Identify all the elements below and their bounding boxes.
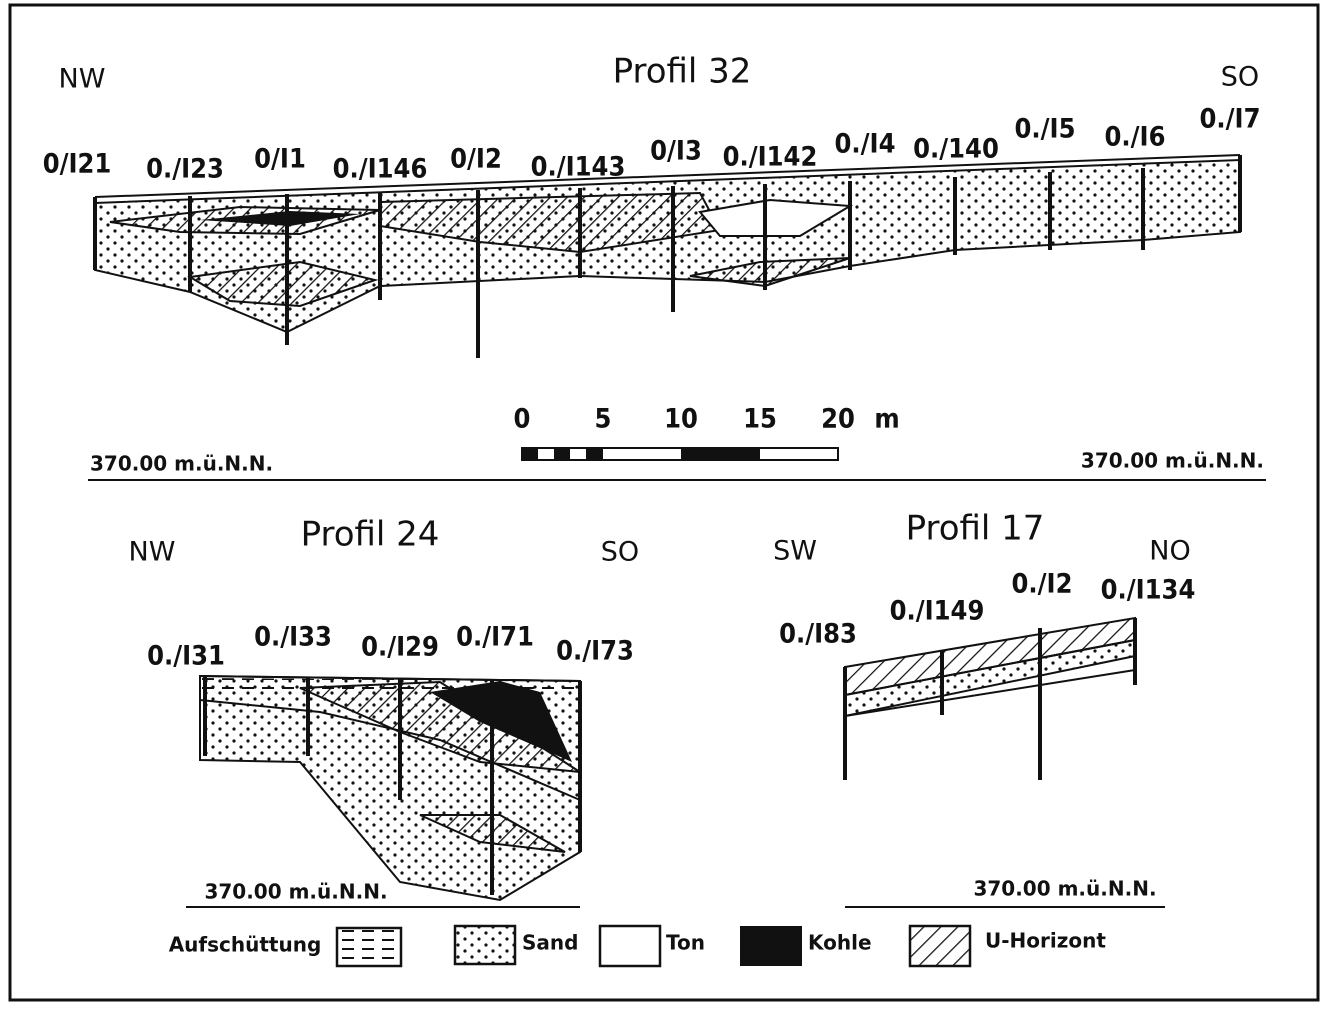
borehole-label: 0./I2 [1012,569,1073,600]
profile-title: Profil 24 [301,515,440,555]
legend: Aufschüttung Sand Ton Kohle U-Horizont [169,926,1107,966]
borehole-label: 0./I23 [146,154,224,185]
legend-label: Sand [522,931,578,955]
profile-title: Profil 17 [906,509,1045,549]
profil-24: NW Profil 24 SO 0./I31 0./I33 0./I29 0./… [129,515,640,908]
legend-swatch [740,926,802,966]
scale-label: 20 [821,404,855,435]
borehole-label: 0./I29 [361,632,439,663]
scale-segment [522,448,538,460]
borehole-label: 0./140 [913,134,999,165]
legend-swatch [600,926,660,966]
direction-label: SW [773,536,817,567]
scale-segment [586,448,603,460]
borehole-label: 0./I146 [333,154,428,185]
borehole-label: 0./I7 [1200,104,1261,135]
datum-label: 370.00 m.ü.N.N. [973,877,1156,901]
sand-layer [95,160,1240,332]
borehole-label: 0./I6 [1105,122,1166,153]
datum-label: 370.00 m.ü.N.N. [204,880,387,904]
borehole-label: 0./I31 [147,641,225,672]
scale-segment [554,448,570,460]
borehole-label: 0./I71 [456,622,534,653]
direction-label: NW [129,537,176,568]
borehole-label: 0/I1 [254,144,306,175]
borehole-label: 0./I143 [531,152,626,183]
borehole-label: 0/I2 [450,144,502,175]
legend-label: Ton [666,931,705,955]
direction-label: SO [601,537,639,568]
scale-bar: 0 5 10 15 20 m [514,404,900,461]
legend-swatch [337,928,401,966]
direction-label: SO [1221,62,1259,93]
scale-label: 5 [595,404,612,435]
borehole-label: 0./I5 [1015,114,1076,145]
borehole-label: 0./I83 [779,619,857,650]
borehole-label: 0./I149 [890,596,985,627]
direction-label: NW [59,64,106,95]
legend-label: U-Horizont [985,929,1106,953]
scale-label: 10 [664,404,698,435]
legend-swatch [910,926,970,966]
profile-title: Profil 32 [613,52,752,92]
scale-segment [681,448,760,460]
profil-32: NW Profil 32 SO 0/I21 0./I23 0/I1 0./I14… [43,52,1266,481]
legend-label: Aufschüttung [169,933,322,957]
page: NW Profil 32 SO 0/I21 0./I23 0/I1 0./I14… [0,0,1328,1011]
legend-label: Kohle [808,931,872,955]
borehole-label: 0/I3 [650,136,702,167]
datum-label: 370.00 m.ü.N.N. [1081,449,1264,473]
borehole-label: 0./I4 [835,129,896,160]
borehole-label: 0./I134 [1101,575,1196,606]
borehole-label: 0./I73 [556,636,634,667]
direction-label: NO [1149,536,1190,567]
scale-label: 0 [514,404,531,435]
borehole-label: 0./I33 [254,622,332,653]
legend-swatch [455,926,515,964]
scale-unit: m [874,404,899,435]
profil-17: SW Profil 17 NO 0./I83 0./I149 0./I2 0./… [773,509,1195,908]
borehole-label: 0./I142 [723,142,818,173]
borehole-label: 0/I21 [43,149,112,180]
scale-label: 15 [743,404,777,435]
datum-label: 370.00 m.ü.N.N. [90,452,273,476]
